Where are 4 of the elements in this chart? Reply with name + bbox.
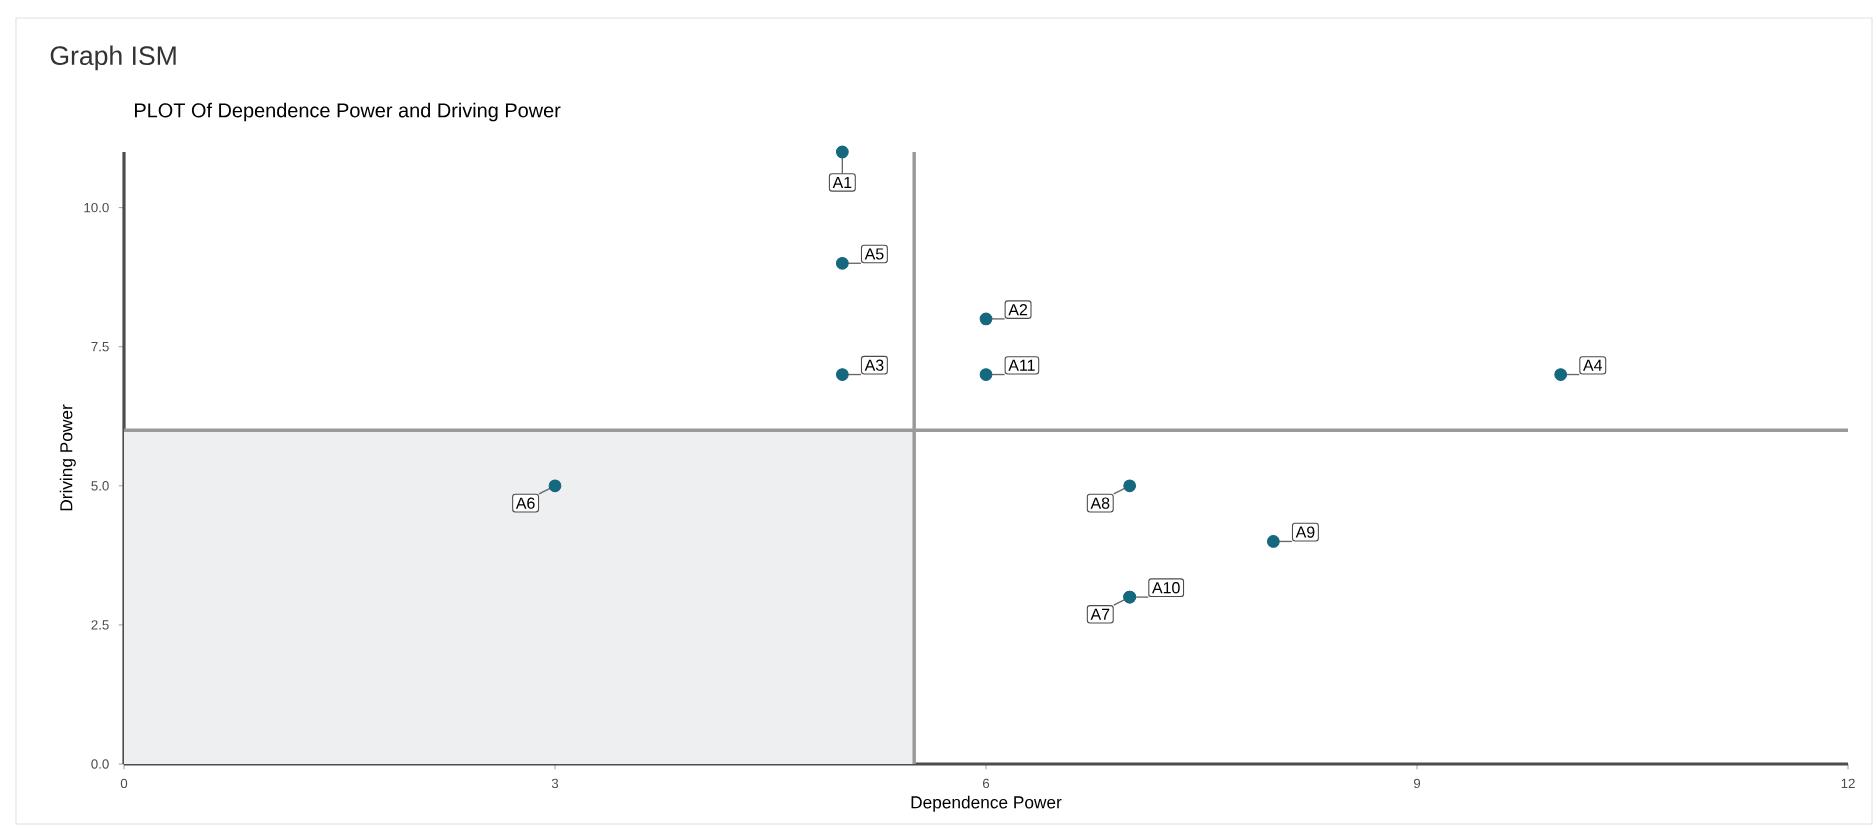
chart-title: Graph ISM: [50, 45, 176, 71]
x-axis-title: Dependence Power: [911, 795, 1062, 812]
y-axis-title: Driving Power: [59, 404, 76, 511]
chart-subtitle: PLOT Of Dependence Power and Driving Power: [135, 102, 561, 122]
